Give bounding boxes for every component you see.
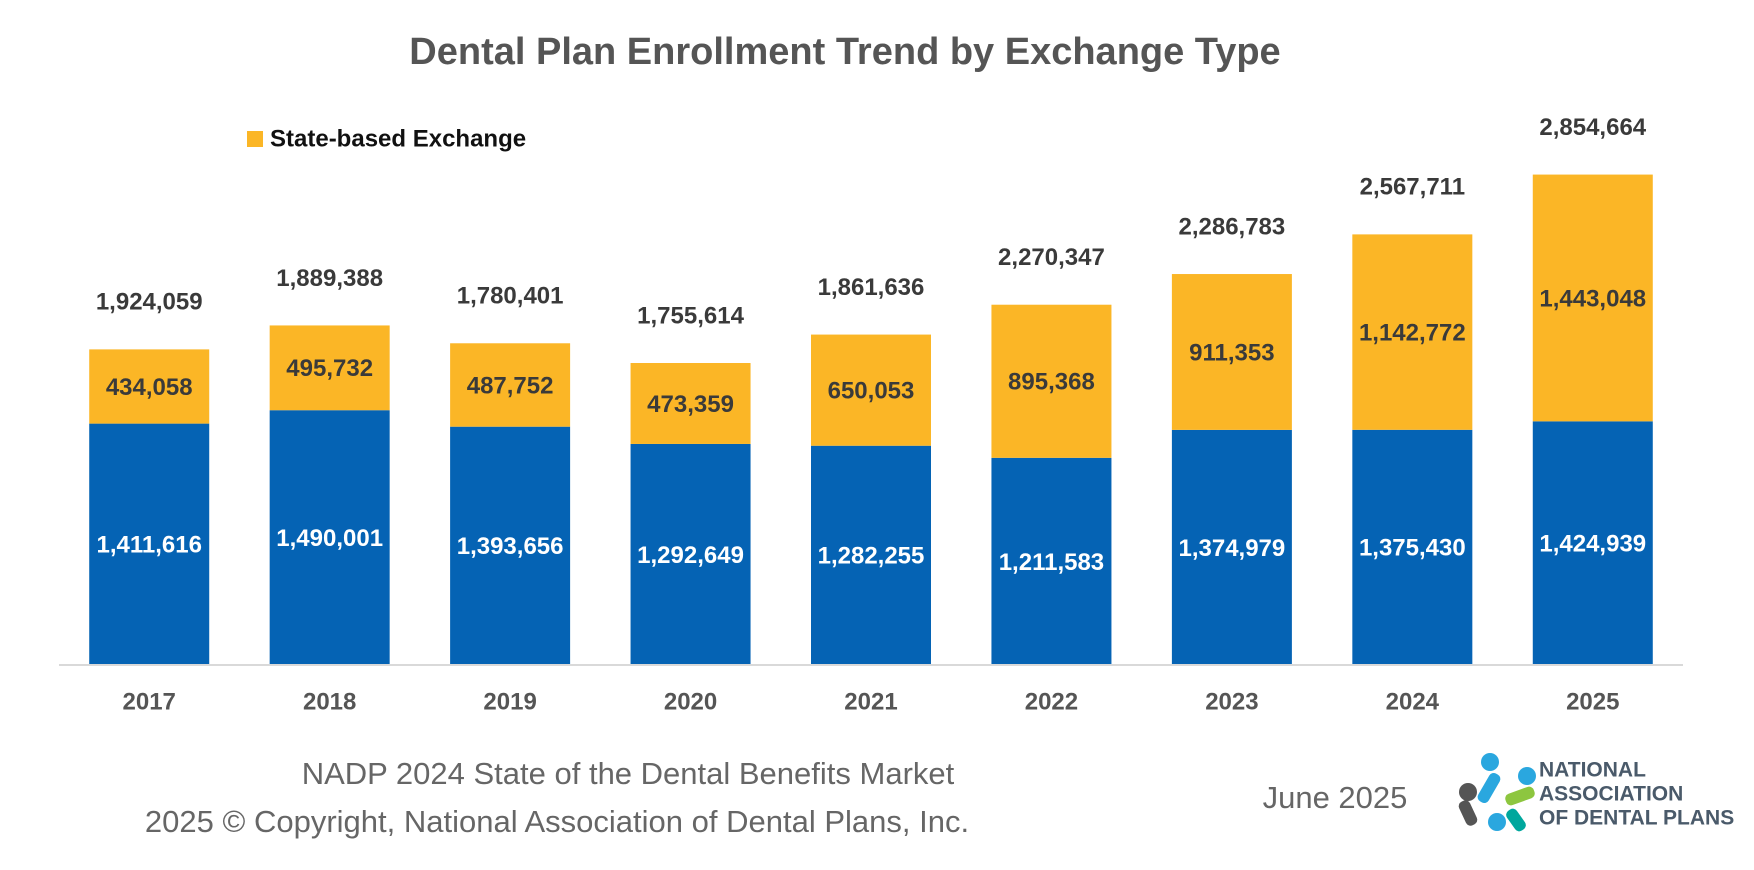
- legend-label: State-based Exchange: [270, 125, 526, 152]
- total-label: 1,861,636: [818, 274, 925, 301]
- footer-date: June 2025: [1263, 780, 1408, 815]
- total-label: 1,755,614: [637, 302, 744, 329]
- data-label: 1,375,430: [1359, 535, 1466, 562]
- bar-segment: [450, 426, 571, 665]
- bar-segment: [1532, 421, 1653, 665]
- data-label: 1,424,939: [1539, 531, 1646, 558]
- x-tick-label: 2017: [123, 688, 176, 715]
- data-label: 1,374,979: [1178, 535, 1285, 562]
- total-label: 1,889,388: [276, 265, 383, 292]
- bar-segment: [269, 325, 390, 411]
- bar-segment: [811, 334, 931, 446]
- bar-segment: [1171, 274, 1292, 430]
- bar-segment: [1171, 429, 1292, 665]
- x-tick-label: 2019: [483, 688, 536, 715]
- total-label: 2,286,783: [1178, 213, 1285, 240]
- bar-segment: [991, 304, 1112, 458]
- data-label: 434,058: [106, 374, 193, 401]
- data-label: 1,142,772: [1359, 319, 1466, 346]
- data-label: 650,053: [828, 377, 915, 404]
- bar-segment: [1532, 174, 1653, 422]
- x-tick-label: 2021: [844, 688, 897, 715]
- bar-segment: [450, 343, 571, 427]
- data-label: 895,368: [1008, 369, 1095, 396]
- bar-segment: [630, 443, 751, 665]
- total-label: 2,567,711: [1360, 174, 1465, 201]
- data-label: 1,211,583: [999, 549, 1104, 576]
- x-tick-label: 2024: [1386, 688, 1440, 715]
- data-label: 1,411,616: [96, 532, 201, 559]
- logo-text: NATIONAL: [1539, 759, 1646, 782]
- data-label: 1,282,255: [818, 543, 925, 570]
- x-tick-label: 2025: [1566, 688, 1619, 715]
- data-label: 1,490,001: [276, 525, 383, 552]
- legend-swatch: [247, 131, 263, 147]
- data-label: 911,353: [1189, 339, 1274, 366]
- logo-text: ASSOCIATION: [1539, 783, 1683, 806]
- bar-segment: [811, 445, 931, 665]
- x-tick-label: 2022: [1025, 688, 1078, 715]
- total-label: 1,924,059: [96, 289, 203, 316]
- footer-copyright: 2025 © Copyright, National Association o…: [145, 804, 969, 839]
- footer-source: NADP 2024 State of the Dental Benefits M…: [302, 756, 955, 791]
- x-tick-label: 2020: [664, 688, 717, 715]
- bar-segment: [1352, 429, 1473, 665]
- bar-segment: [991, 457, 1112, 665]
- data-label: 1,393,656: [457, 533, 564, 560]
- total-label: 1,780,401: [457, 283, 564, 310]
- bar-segment: [269, 410, 390, 665]
- bar-segment: [89, 349, 210, 424]
- data-label: 487,752: [467, 372, 554, 399]
- logo-text: OF DENTAL PLANS: [1539, 807, 1734, 830]
- data-label: 473,359: [647, 391, 734, 418]
- data-label: 495,732: [286, 355, 373, 382]
- logo-icon: [1458, 753, 1536, 832]
- bar-segment: [630, 363, 751, 444]
- data-label: 1,443,048: [1539, 285, 1646, 312]
- chart-title: Dental Plan Enrollment Trend by Exchange…: [409, 31, 1280, 73]
- x-tick-label: 2018: [303, 688, 356, 715]
- bar-segment: [1352, 234, 1473, 430]
- total-label: 2,854,664: [1539, 114, 1646, 141]
- total-label: 2,270,347: [998, 244, 1105, 271]
- data-label: 1,292,649: [637, 542, 744, 569]
- bar-segment: [89, 423, 210, 665]
- x-tick-label: 2023: [1205, 688, 1258, 715]
